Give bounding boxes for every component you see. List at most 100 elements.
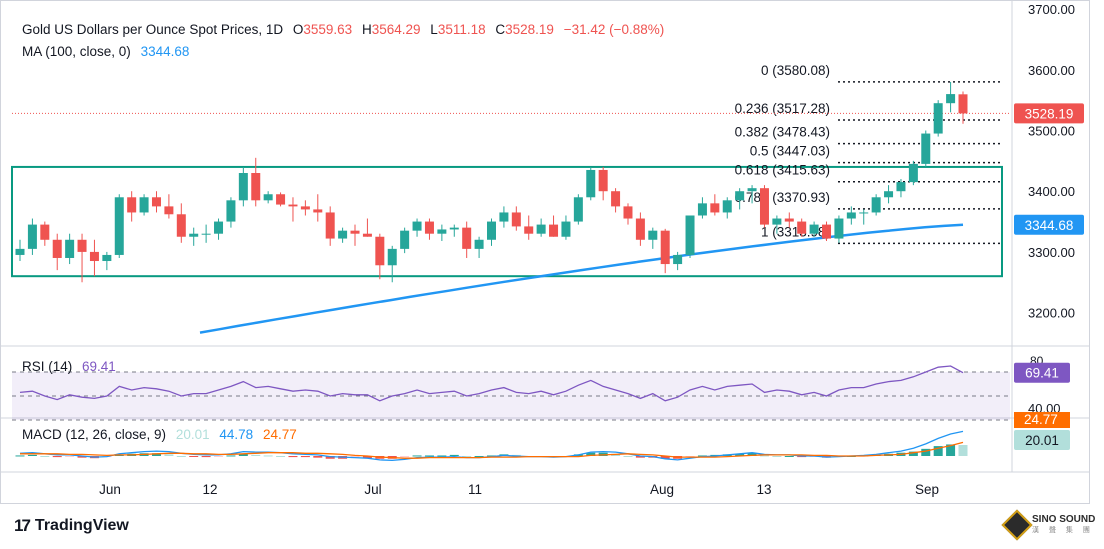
macd-histogram-bar xyxy=(226,455,236,457)
candle-body xyxy=(362,233,372,237)
ma-value: 3344.68 xyxy=(140,44,190,59)
x-tick-label: Jul xyxy=(364,482,381,497)
candle-body xyxy=(27,224,37,249)
macd-histogram-bar xyxy=(462,456,472,457)
macd-histogram-bar xyxy=(251,454,261,456)
macd-histogram-bar xyxy=(759,455,769,457)
candle-body xyxy=(114,197,124,255)
macd-signal-line xyxy=(20,441,964,459)
fib-level-label: 0.236 (3517.28) xyxy=(735,101,830,116)
candle-body xyxy=(226,200,236,222)
candle-body xyxy=(635,218,645,240)
y-tick-label: 3300.00 xyxy=(1028,245,1075,260)
candle-body xyxy=(263,194,273,201)
price-badge-label: 3528.19 xyxy=(1025,106,1074,121)
candle-body xyxy=(350,230,360,234)
price-badge xyxy=(1014,103,1084,124)
open-value: 3559.63 xyxy=(303,22,353,37)
macd-histogram-bar xyxy=(300,456,310,458)
rsi-badge xyxy=(1014,362,1070,383)
candle-body xyxy=(412,221,422,231)
candle-body xyxy=(834,218,844,239)
fib-level-label: 0.5 (3447.03) xyxy=(750,144,830,159)
x-tick-label: Sep xyxy=(915,482,939,497)
chart-frame xyxy=(0,0,1090,504)
candle-body xyxy=(139,197,149,213)
candle-body xyxy=(487,221,496,240)
macd-histogram-bar xyxy=(288,456,298,458)
macd-histogram-bar xyxy=(772,456,782,457)
x-tick-label: 11 xyxy=(468,482,482,497)
macd-histogram-bar xyxy=(189,456,199,457)
candle-body xyxy=(238,173,248,201)
candle-body xyxy=(313,209,323,213)
candle-body xyxy=(300,206,310,210)
candle-body xyxy=(424,221,434,234)
candle-body xyxy=(846,212,856,219)
candle-body xyxy=(822,224,832,239)
candle-body xyxy=(958,94,968,114)
macd-signal-value: 24.77 xyxy=(262,427,297,442)
macd-histogram-bar xyxy=(151,453,161,456)
macd-histogram-bar xyxy=(214,456,224,457)
candle-body xyxy=(859,212,869,214)
candle-body xyxy=(673,254,683,265)
macd-value: 44.78 xyxy=(219,427,254,442)
candle-body xyxy=(400,230,410,249)
candle-body xyxy=(437,229,447,234)
macd-hist-badge xyxy=(1014,430,1070,450)
candle-body xyxy=(660,230,670,265)
candle-body xyxy=(176,214,186,237)
candle-body xyxy=(772,218,782,225)
macd-histogram-bar xyxy=(52,456,62,458)
macd-histogram-bar xyxy=(586,452,596,456)
macd-histogram-bar xyxy=(933,446,943,456)
candle-body xyxy=(15,248,25,255)
ohlc-legend: Gold US Dollars per Ounce Spot Prices, 1… xyxy=(22,22,665,37)
rsi-value: 69.41 xyxy=(82,359,116,374)
x-tick-label: Jun xyxy=(99,482,121,497)
candle-body xyxy=(561,221,571,237)
change-value: −31.42 (−0.88%) xyxy=(563,22,665,37)
range-rectangle xyxy=(11,165,1003,278)
close-value: 3528.19 xyxy=(505,22,554,37)
symbol-title: Gold US Dollars per Ounce Spot Prices, 1… xyxy=(22,22,284,37)
fib-level-label: 0 (3580.08) xyxy=(761,63,830,78)
candle-body xyxy=(462,227,472,249)
macd-histogram-bar xyxy=(958,444,968,456)
candle-body xyxy=(387,248,397,266)
macd-hist-badge-label: 20.01 xyxy=(1025,433,1059,448)
macd-histogram-bar xyxy=(437,455,447,457)
tradingview-logo[interactable]: 17 TradingView xyxy=(14,516,129,536)
macd-hist-value: 20.01 xyxy=(175,427,210,442)
watermark-line2: 漢 聲 集 團 xyxy=(1032,527,1094,534)
macd-histogram-bar xyxy=(946,444,956,456)
candle-body xyxy=(127,197,137,213)
candle-body xyxy=(735,191,745,201)
ma-legend: MA (100, close, 0) 3344.68 xyxy=(22,44,195,59)
candle-body xyxy=(251,173,261,201)
macd-histogram-bar xyxy=(735,453,745,456)
sino-sound-watermark: SINO SOUND 漢 聲 集 團 xyxy=(1001,509,1096,541)
candle-body xyxy=(65,239,75,258)
macd-histogram-bar xyxy=(164,454,174,456)
candle-body xyxy=(809,224,819,234)
price-badge-label: 3344.68 xyxy=(1025,218,1074,233)
macd-histogram-bar xyxy=(65,456,75,457)
candle-body xyxy=(759,188,769,225)
fib-level-label: 0.618 (3415.63) xyxy=(735,163,830,178)
candle-body xyxy=(77,239,87,252)
macd-histogram-bar xyxy=(201,456,211,458)
candle-body xyxy=(908,163,918,183)
watermark-line1: SINO SOUND xyxy=(1032,514,1096,525)
candle-body xyxy=(102,254,112,262)
candle-body xyxy=(710,203,720,213)
macd-histogram-bar xyxy=(449,454,459,456)
macd-histogram-bar xyxy=(325,456,335,459)
macd-histogram-bar xyxy=(921,448,931,456)
candle-body xyxy=(933,103,943,134)
high-value: 3564.29 xyxy=(371,22,421,37)
candle-body xyxy=(685,215,695,255)
macd-signal-badge-label: 24.77 xyxy=(1024,412,1058,427)
